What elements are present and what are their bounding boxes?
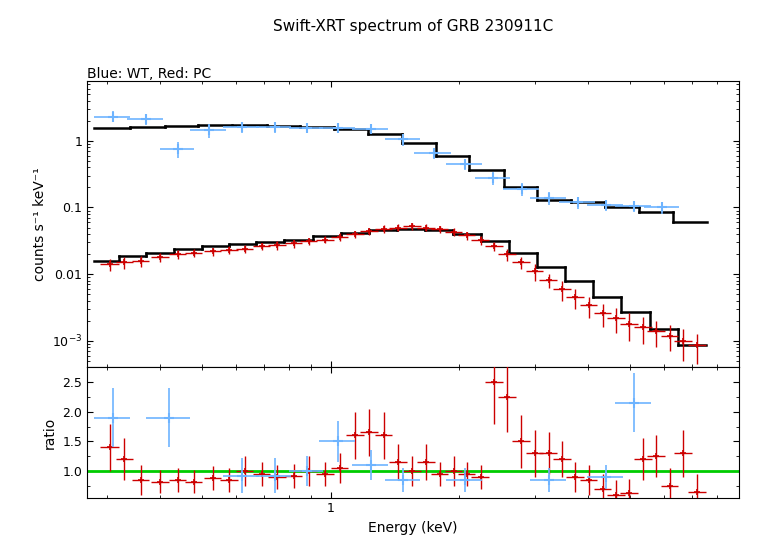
Text: Swift-XRT spectrum of GRB 230911C: Swift-XRT spectrum of GRB 230911C: [273, 19, 553, 34]
Y-axis label: ratio: ratio: [43, 416, 57, 449]
Text: Blue: WT, Red: PC: Blue: WT, Red: PC: [87, 67, 211, 81]
Y-axis label: counts s⁻¹ keV⁻¹: counts s⁻¹ keV⁻¹: [33, 167, 46, 281]
X-axis label: Energy (keV): Energy (keV): [368, 521, 458, 535]
